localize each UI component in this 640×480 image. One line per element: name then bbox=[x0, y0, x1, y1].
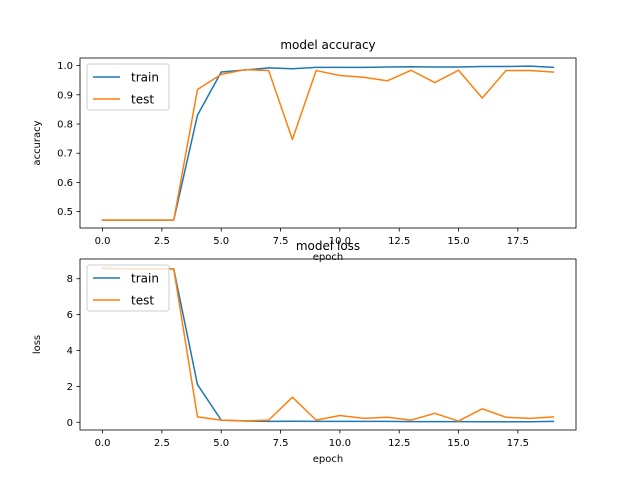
accuracy-series-line-1 bbox=[101, 68, 555, 221]
accuracy-ytick-label: 0.7 bbox=[57, 149, 73, 160]
loss-ytick-label: 4 bbox=[67, 346, 73, 357]
loss-x-axis-label: epoch bbox=[313, 454, 343, 465]
loss-xtick-label: 7.5 bbox=[273, 438, 289, 449]
accuracy-xtick-label: 0.0 bbox=[95, 236, 111, 247]
accuracy-chart: 0.0 2.5 5.0 7.5 10.0 12.5 15.0 17.5 0.5 0.6 0.7 0.8… bbox=[32, 38, 577, 263]
loss-chart: 0.0 2.5 5.0 7.5 10.0 12.5 15.0 17.5 0 2 4 6 8 model l… bbox=[32, 239, 577, 465]
accuracy-xtick-label: 7.5 bbox=[273, 236, 289, 247]
accuracy-legend: train test bbox=[86, 63, 170, 111]
accuracy-ytick-label: 0.6 bbox=[57, 178, 73, 189]
loss-xtick-label: 2.5 bbox=[154, 438, 170, 449]
accuracy-xtick-label: 5.0 bbox=[213, 236, 229, 247]
accuracy-x-axis-label: epoch bbox=[313, 252, 343, 263]
accuracy-xtick-label: 10.0 bbox=[329, 236, 351, 247]
accuracy-xtick-label: 12.5 bbox=[388, 236, 410, 247]
accuracy-axes-frame bbox=[79, 57, 577, 229]
loss-legend: train test bbox=[86, 264, 170, 312]
loss-legend-label-1: test bbox=[131, 294, 154, 308]
chart-panels: 0.0 2.5 5.0 7.5 10.0 12.5 15.0 17.5 0.5 0.6 0.7 0.8… bbox=[32, 38, 577, 465]
loss-xtick-label: 5.0 bbox=[213, 438, 229, 449]
accuracy-ytick-label: 0.8 bbox=[57, 120, 73, 131]
loss-series-line-1 bbox=[101, 268, 555, 422]
loss-legend-label-0: train bbox=[131, 272, 159, 286]
loss-xtick-label: 12.5 bbox=[388, 438, 410, 449]
accuracy-series-line-0 bbox=[101, 65, 555, 221]
loss-xtick-label: 10.0 bbox=[329, 438, 351, 449]
loss-y-axis-label: loss bbox=[32, 335, 43, 354]
accuracy-ytick-label: 0.5 bbox=[57, 207, 73, 218]
loss-xtick-label: 17.5 bbox=[507, 438, 529, 449]
loss-xtick-label: 0.0 bbox=[95, 438, 111, 449]
loss-xtick-label: 15.0 bbox=[447, 438, 469, 449]
loss-chart-title: model loss bbox=[296, 239, 360, 253]
accuracy-ytick-label: 0.9 bbox=[57, 90, 73, 101]
loss-ytick-label: 2 bbox=[67, 382, 73, 393]
loss-ytick-label: 0 bbox=[67, 418, 73, 429]
accuracy-legend-label-0: train bbox=[131, 71, 159, 85]
loss-ytick-label: 8 bbox=[67, 274, 73, 285]
accuracy-xtick-label: 15.0 bbox=[447, 236, 469, 247]
loss-series-line-0 bbox=[101, 267, 555, 423]
accuracy-ytick-label: 1.0 bbox=[57, 61, 73, 72]
loss-axes-frame bbox=[79, 258, 577, 431]
accuracy-chart-title: model accuracy bbox=[280, 38, 375, 52]
accuracy-y-axis-label: accuracy bbox=[32, 120, 43, 165]
loss-ytick-label: 6 bbox=[67, 310, 73, 321]
accuracy-xtick-label: 2.5 bbox=[154, 236, 170, 247]
accuracy-xtick-label: 17.5 bbox=[507, 236, 529, 247]
accuracy-legend-label-1: test bbox=[131, 93, 154, 107]
